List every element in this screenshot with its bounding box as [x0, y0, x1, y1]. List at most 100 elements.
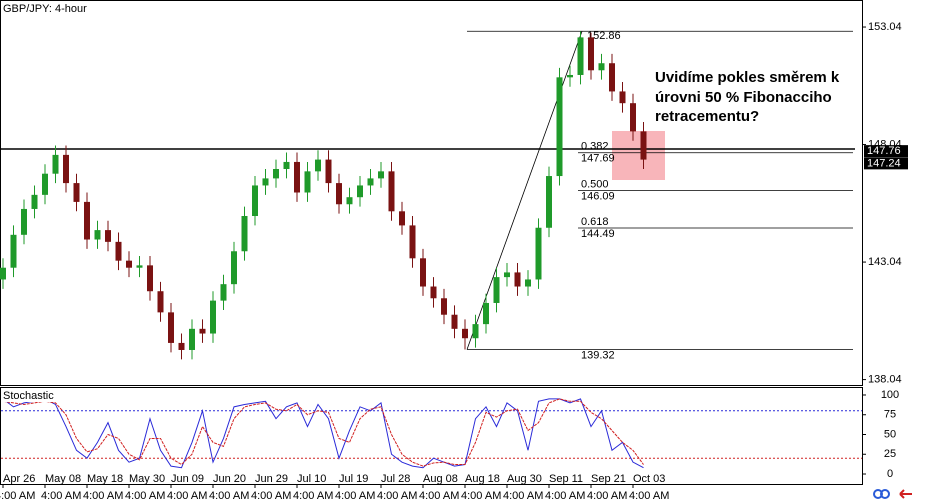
- candle-body: [10, 234, 17, 268]
- y-tick-label: 138.04: [868, 374, 902, 386]
- fib-price: 146.09: [581, 190, 615, 202]
- title-bg: [1, 1, 89, 16]
- candle-body: [178, 342, 185, 350]
- x-tick-label: Sep 11: [549, 473, 583, 485]
- candle-body: [168, 312, 174, 343]
- candle-body: [388, 171, 395, 212]
- highlight-box: [612, 131, 665, 180]
- x-time-label: 4:00 AM: [83, 490, 123, 502]
- candle-body: [157, 291, 164, 313]
- x-time-label: 4:00 AM: [419, 490, 459, 502]
- x-time-label: 4:00 AM: [503, 490, 543, 502]
- toolbar-icons[interactable]: [873, 489, 912, 499]
- candle-body: [598, 63, 605, 71]
- candle-body: [430, 286, 437, 299]
- x-tick-label: May 18: [87, 473, 123, 485]
- candle-body: [451, 314, 458, 329]
- candle-body: [21, 208, 27, 235]
- icon[interactable]: [880, 489, 890, 499]
- x-tick-label: Aug 08: [423, 473, 458, 485]
- x-tick-label: Aug 18: [465, 473, 500, 485]
- x-time-label: 4:00 AM: [209, 490, 249, 502]
- x-tick-label: Jun 29: [255, 473, 288, 485]
- candle-body: [189, 328, 195, 350]
- x-time-label: 4:00 AM: [167, 490, 207, 502]
- candle-body: [126, 260, 132, 268]
- fib-ratio: 0.500: [581, 178, 609, 190]
- annotation: Uvidíme pokles směrem k: [655, 69, 840, 86]
- candle-body: [441, 298, 447, 315]
- fib-label: 152.86: [587, 30, 621, 42]
- candle-body: [378, 171, 384, 179]
- x-time-label: 4:00 AM: [293, 490, 333, 502]
- candle-body: [147, 265, 153, 292]
- stochastic-k: [2, 398, 644, 469]
- candle-body: [241, 216, 248, 252]
- y-tick-label: 25: [884, 448, 896, 460]
- candle-body: [63, 154, 69, 184]
- x-tick-label: Aug 30: [507, 473, 542, 485]
- x-time-label: 4:00 AM: [377, 490, 417, 502]
- price-box: [864, 157, 908, 170]
- y-tick-label: 50: [884, 428, 896, 440]
- candle-body: [315, 159, 321, 172]
- candle-body: [283, 161, 290, 169]
- candle-body: [577, 37, 584, 75]
- annotation: úrovni 50 % Fibonacciho: [655, 89, 832, 106]
- candle-body: [73, 183, 80, 202]
- candle-body: [0, 267, 6, 280]
- x-tick-label: Jul 28: [381, 473, 410, 485]
- x-time-label: 4:00 AM: [545, 490, 585, 502]
- icon[interactable]: [899, 489, 912, 499]
- x-tick-label: Jun 20: [213, 473, 246, 485]
- candle-body: [273, 168, 279, 179]
- candle-body: [483, 302, 489, 325]
- x-tick-label: May 08: [45, 473, 81, 485]
- x-time-label: 4:00 AM: [251, 490, 291, 502]
- x-time-label: 4:00 AM: [0, 490, 35, 502]
- candle-body: [84, 201, 90, 240]
- price-label: 147.24: [867, 157, 901, 169]
- candle-body: [115, 241, 122, 261]
- x-tick-label: Apr 26: [3, 473, 35, 485]
- y-tick-label: 0: [887, 468, 893, 480]
- candle-body: [262, 178, 269, 186]
- candle-body: [420, 258, 426, 287]
- fib-label: 139.32: [581, 349, 615, 361]
- candle-body: [31, 194, 38, 209]
- fib-ratio: 0.618: [581, 216, 609, 228]
- stochastic-d: [2, 398, 644, 467]
- fib-price: 144.49: [581, 228, 615, 240]
- stochastic-label: Stochastic: [3, 390, 54, 402]
- x-tick-label: Jul 10: [297, 473, 326, 485]
- candle-body: [535, 227, 542, 280]
- candle-body: [199, 328, 206, 334]
- candle-body: [231, 251, 237, 285]
- candle-body: [346, 197, 353, 205]
- x-tick-label: May 30: [129, 473, 165, 485]
- fib-price: 147.69: [581, 153, 615, 165]
- price-box: [864, 145, 908, 158]
- y-tick-label: 143.04: [868, 256, 902, 268]
- price-label: 147.76: [867, 145, 901, 157]
- x-time-label: 4:00 AM: [587, 490, 627, 502]
- candle-body: [609, 63, 615, 92]
- x-time-label: 4:00 AM: [41, 490, 81, 502]
- candle-body: [462, 328, 468, 339]
- x-time-label: 4:00 AM: [461, 490, 501, 502]
- candle-body: [472, 324, 479, 339]
- candle-body: [567, 74, 573, 78]
- candle-body: [304, 171, 311, 193]
- candle-body: [640, 131, 647, 160]
- candle-body: [525, 279, 531, 287]
- x-time-label: 4:00 AM: [335, 490, 375, 502]
- annotation: retracementu?: [655, 108, 759, 125]
- candle-body: [94, 230, 101, 240]
- y-tick-label: 153.04: [868, 21, 902, 33]
- candle-body: [294, 161, 300, 193]
- candle-body: [42, 173, 48, 195]
- candle-body: [399, 211, 405, 226]
- x-tick-label: Oct 03: [633, 473, 665, 485]
- fib-ratio: 0.382: [581, 141, 609, 153]
